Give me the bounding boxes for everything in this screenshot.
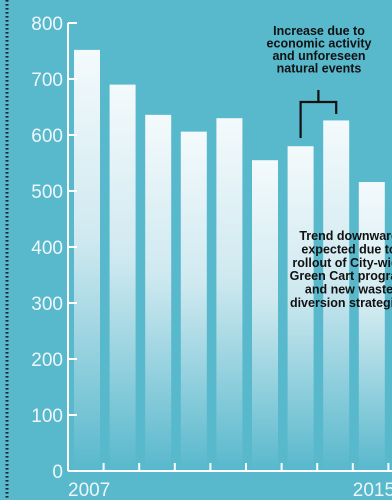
annotation-trend-line: diversion strategies: [290, 296, 392, 310]
y-tick-label-600: 600: [31, 126, 63, 147]
annotation-trend-line: Green Cart program: [290, 269, 392, 283]
annotation-trend-line: and new waste: [305, 283, 392, 297]
y-tick-label-700: 700: [31, 70, 63, 91]
annotation-bracket: [299, 90, 338, 138]
axes: [67, 22, 392, 472]
bar-2010: [180, 131, 207, 471]
bar-2011: [216, 118, 243, 471]
annotation-increase-line: and unforeseen: [272, 49, 365, 63]
bars: [74, 49, 385, 472]
annotation-increase-line: Increase due to: [273, 24, 365, 38]
annotation-increase-line: economic activity: [267, 37, 372, 51]
bar-2013: [287, 146, 314, 471]
y-tick-label-500: 500: [31, 182, 63, 203]
annotation-trend-line: Trend downward: [299, 229, 392, 243]
bar-2014: [323, 120, 350, 471]
y-tick-label-300: 300: [31, 294, 63, 315]
bar-2012: [252, 160, 278, 471]
y-tick-label-800: 800: [31, 14, 63, 35]
y-tick-label-0: 0: [52, 462, 63, 483]
y-tick-label-400: 400: [31, 238, 63, 259]
annotation-trend-line: expected due to: [301, 242, 392, 256]
x-tick-label-2007: 2007: [68, 480, 110, 500]
y-tick-label-100: 100: [31, 406, 63, 427]
x-tick-label-2015: 2015: [353, 480, 392, 500]
bar-2008: [109, 84, 136, 471]
bar-2007: [74, 49, 100, 471]
tick-labels: 0 100 200 300 400 500 600 700 800 2007 2015: [31, 14, 392, 500]
bar-2015: [358, 182, 385, 472]
annotation-trend-line: rollout of City-wide: [292, 256, 392, 270]
bar-2009: [145, 114, 172, 471]
annotation-increase-line: natural events: [277, 62, 362, 76]
y-tick-label-200: 200: [31, 350, 63, 371]
